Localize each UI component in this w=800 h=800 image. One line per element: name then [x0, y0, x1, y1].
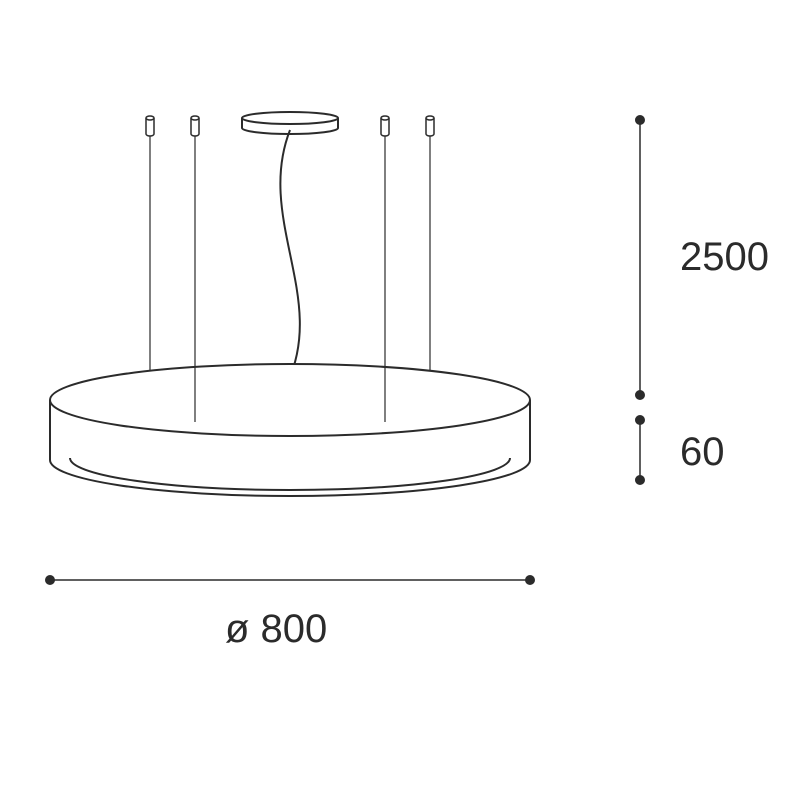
dimension-drop-label: 2500 — [680, 235, 769, 279]
technical-drawing: ø 800 2500 60 — [0, 0, 800, 800]
dimension-height-label: 60 — [680, 430, 725, 474]
dimension-diameter: ø 800 — [45, 575, 535, 651]
fixture-body — [50, 364, 530, 496]
dimension-diameter-label: ø 800 — [225, 607, 327, 651]
power-cord — [280, 130, 299, 388]
dimension-height: 60 — [635, 415, 725, 485]
dimension-drop: 2500 — [635, 115, 769, 400]
